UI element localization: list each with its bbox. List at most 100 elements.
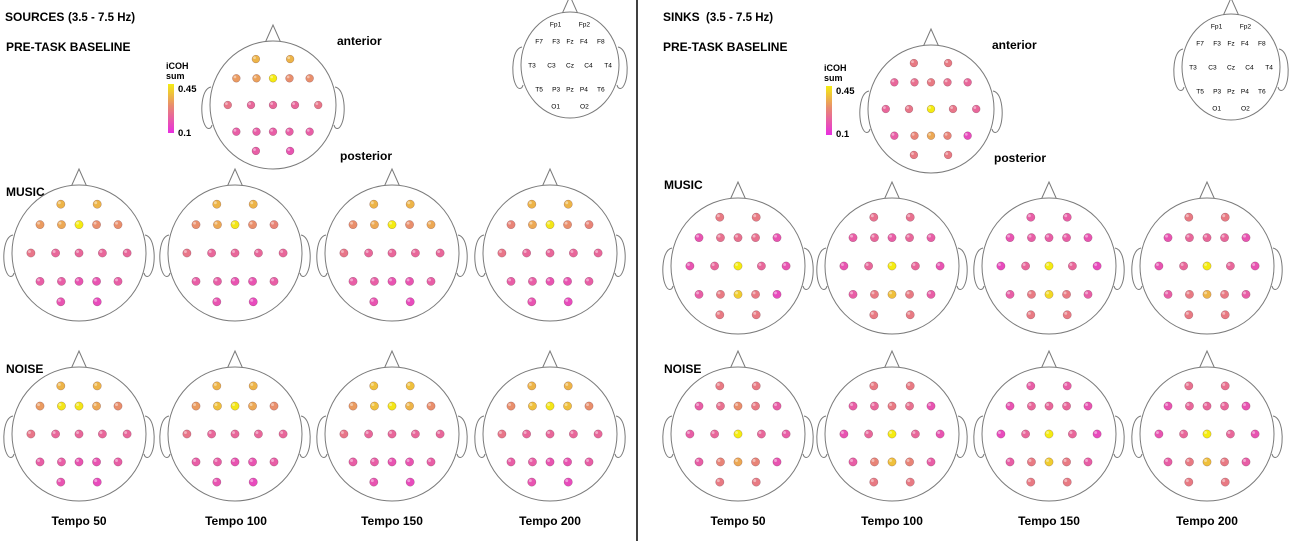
- right-ear-outline: [1113, 415, 1125, 458]
- electrode-highlight: [1221, 403, 1225, 407]
- montage-electrode-label: C3: [1208, 65, 1217, 72]
- electrode-node: [290, 100, 300, 110]
- electrode-highlight: [1046, 431, 1050, 435]
- electrode-node: [528, 401, 537, 411]
- electrode-node: [905, 310, 915, 320]
- electrode-highlight: [528, 479, 532, 483]
- electrode-highlight: [870, 479, 874, 483]
- electrode-highlight: [891, 79, 895, 83]
- electrode-node: [716, 401, 725, 411]
- electrode-node: [563, 297, 573, 307]
- electrode-node: [694, 401, 704, 411]
- electrode-node: [890, 78, 899, 87]
- electrode-node: [1250, 429, 1260, 439]
- electrode-highlight: [287, 56, 291, 60]
- electrode-node: [248, 220, 257, 230]
- electrode-highlight: [255, 431, 259, 435]
- electrode-node: [1021, 261, 1031, 271]
- electrode-highlight: [1007, 234, 1011, 238]
- electrode-highlight: [193, 459, 197, 462]
- electrode-highlight: [389, 459, 393, 462]
- electrode-highlight: [1069, 263, 1073, 267]
- electrode-node: [278, 429, 288, 439]
- electrode-highlight: [752, 459, 756, 462]
- electrode-highlight: [271, 459, 274, 462]
- sinks-anterior-label: anterior: [992, 38, 1037, 52]
- sinks-tempo-label: Tempo 200: [1176, 514, 1238, 528]
- electrode-highlight: [871, 234, 875, 238]
- electrode-highlight: [1046, 263, 1050, 267]
- electrode-node: [26, 248, 36, 258]
- electrode-node: [268, 74, 278, 83]
- electrode-node: [887, 429, 897, 439]
- electrode-highlight: [907, 311, 911, 315]
- electrode-node: [1083, 401, 1093, 411]
- electrode-node: [230, 248, 240, 258]
- electrode-node: [285, 54, 295, 64]
- electrode-highlight: [249, 221, 253, 225]
- electrode-highlight: [280, 431, 284, 435]
- sources-colorbar-min: 0.1: [178, 128, 192, 139]
- electrode-highlight: [271, 221, 274, 225]
- sinks-colorbar-min: 0.1: [836, 129, 850, 140]
- electrode-node: [1027, 401, 1036, 411]
- electrode-highlight: [871, 459, 875, 462]
- electrode-node: [1083, 457, 1093, 467]
- electrode-node: [92, 381, 102, 391]
- montage-electrode-label: T3: [528, 63, 536, 70]
- electrode-highlight: [1243, 291, 1246, 295]
- nose-outline: [1040, 349, 1058, 370]
- electrode-node: [887, 261, 897, 271]
- electrode-highlight: [937, 431, 941, 435]
- electrode-highlight: [371, 459, 375, 462]
- sinks-baseline-label: PRE-TASK BASELINE: [663, 40, 787, 54]
- electrode-node: [996, 261, 1006, 271]
- electrode-node: [1179, 429, 1189, 439]
- electrode-highlight: [696, 403, 700, 407]
- electrode-node: [223, 100, 232, 110]
- electrode-node: [370, 220, 379, 230]
- electrode-node: [278, 248, 288, 258]
- electrode-highlight: [1063, 234, 1067, 238]
- electrode-node: [593, 429, 603, 439]
- colorbar: [168, 84, 174, 133]
- electrode-node: [848, 289, 858, 299]
- montage-electrode-label: Fp1: [1211, 23, 1223, 30]
- electrode-node: [848, 457, 858, 467]
- electrode-node: [926, 131, 936, 140]
- electrode-node: [715, 212, 725, 222]
- electrode-node: [1062, 212, 1072, 222]
- electrode-node: [527, 381, 537, 391]
- electrode-highlight: [865, 263, 869, 267]
- electrode-node: [497, 248, 507, 258]
- electrode-highlight: [253, 148, 256, 151]
- electrode-highlight: [1165, 234, 1169, 238]
- electrode-node: [57, 220, 66, 230]
- sinks-colorbar-subtitle: sum: [824, 73, 843, 83]
- electrode-highlight: [315, 102, 319, 105]
- electrode-node: [230, 429, 240, 439]
- electrode-highlight: [783, 431, 787, 435]
- electrode-highlight: [183, 250, 187, 253]
- electrode-highlight: [564, 278, 568, 282]
- nose-outline: [264, 23, 282, 44]
- electrode-highlight: [94, 479, 98, 483]
- electrode-highlight: [57, 382, 61, 386]
- electrode-highlight: [907, 479, 911, 483]
- electrode-highlight: [428, 278, 431, 282]
- electrode-node: [92, 220, 101, 230]
- electrode-node: [191, 276, 201, 286]
- left-ear-outline: [859, 90, 871, 133]
- electrode-highlight: [250, 201, 254, 205]
- electrode-node: [926, 457, 936, 467]
- nose-outline: [541, 349, 559, 370]
- electrode-highlight: [233, 75, 237, 79]
- nose-outline: [1198, 349, 1216, 370]
- electrode-node: [716, 457, 725, 467]
- right-ear-outline: [956, 415, 968, 458]
- electrode-node: [57, 276, 66, 286]
- electrode-node: [269, 401, 279, 411]
- electrode-highlight: [1243, 403, 1246, 407]
- colorbar: [826, 86, 832, 135]
- electrode-highlight: [407, 298, 411, 302]
